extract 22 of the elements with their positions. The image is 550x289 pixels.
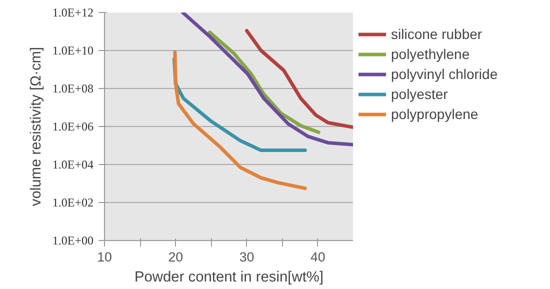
y-tick-label: 1.0E+00 bbox=[52, 234, 94, 248]
x-tick-label: 20 bbox=[168, 250, 184, 264]
legend-label: silicone rubber bbox=[391, 26, 482, 42]
legend-label: polyester bbox=[391, 86, 448, 102]
x-axis-title: Powder content in resin[wt%] bbox=[134, 270, 324, 286]
legend-label: polyethylene bbox=[391, 46, 470, 62]
line-series bbox=[181, 12, 353, 146]
line-series bbox=[208, 30, 320, 134]
line-series bbox=[173, 50, 307, 190]
y-tick-label: 1.0E+06 bbox=[52, 120, 94, 134]
y-tick-label: 1.0E+04 bbox=[52, 158, 94, 172]
y-tick-label: 1.0E+10 bbox=[52, 44, 94, 58]
legend-label: polyvinyl chloride bbox=[391, 66, 498, 82]
x-tick-label: 30 bbox=[239, 250, 254, 264]
y-tick-label: 1.0E+02 bbox=[52, 196, 94, 210]
x-tick-label: 10 bbox=[97, 250, 112, 264]
line-series bbox=[245, 28, 353, 130]
y-tick-label: 1.0E+12 bbox=[52, 6, 94, 20]
x-tick-label: 40 bbox=[310, 250, 326, 264]
y-axis-title: volume resistivity [Ω·cm] bbox=[28, 46, 44, 206]
y-tick-label: 1.0E+08 bbox=[52, 82, 94, 96]
legend-label: polypropylene bbox=[391, 106, 478, 122]
